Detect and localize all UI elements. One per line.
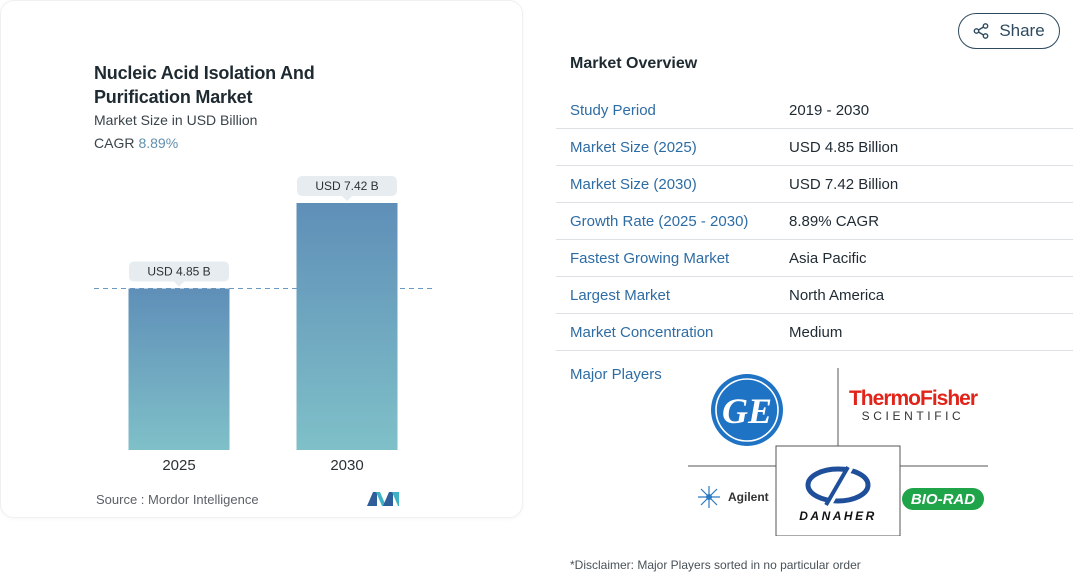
data-label-pointer <box>342 196 352 201</box>
svg-text:DANAHER: DANAHER <box>799 509 877 523</box>
row-label: Fastest Growing Market <box>570 249 730 267</box>
row-label: Growth Rate (2025 - 2030) <box>570 212 749 230</box>
chart-source: Source : Mordor Intelligence <box>96 492 259 507</box>
x-tick-label: 2025 <box>162 457 195 474</box>
danaher-box <box>775 445 901 536</box>
svg-text:ThermoFisher: ThermoFisher <box>849 387 978 410</box>
row-value: Medium <box>789 323 843 341</box>
chart-subtitle: Market Size in USD Billion <box>94 112 258 128</box>
ge-logo: GE <box>711 374 783 446</box>
svg-text:Agilent: Agilent <box>728 490 769 504</box>
bar-chart: USD 4.85 B 2025 USD 7.42 B 2030 <box>94 176 434 474</box>
row-label: Market Concentration <box>570 323 714 341</box>
row-label: Market Size (2025) <box>570 138 697 156</box>
svg-text:BIO-RAD: BIO-RAD <box>911 491 975 508</box>
cagr-label: CAGR <box>94 135 135 151</box>
row-value: USD 7.42 Billion <box>789 175 899 193</box>
row-label: Largest Market <box>570 286 671 304</box>
bar-2025 <box>128 288 230 450</box>
data-label-pointer <box>174 281 184 287</box>
bar-2030 <box>296 203 398 450</box>
danaher-logo: DANAHER <box>799 465 877 523</box>
row-value: 2019 - 2030 <box>789 101 870 119</box>
share-label: Share <box>999 21 1045 40</box>
cagr-line: CAGR 8.89% <box>94 135 178 151</box>
cagr-value: 8.89% <box>138 135 179 151</box>
agilent-logo: Agilent <box>698 486 769 508</box>
overview-row-study-period: Study Period 2019 - 2030 <box>556 92 1073 129</box>
major-players-label: Major Players <box>570 366 662 383</box>
share-icon <box>973 23 989 39</box>
row-label: Study Period <box>570 101 656 119</box>
row-label: Market Size (2030) <box>570 175 697 193</box>
svg-text:SCIENTIFIC: SCIENTIFIC <box>862 409 965 423</box>
disclaimer: *Disclaimer: Major Players sorted in no … <box>570 558 861 572</box>
overview-row-market-size-2030: Market Size (2030) USD 7.42 Billion <box>556 166 1073 203</box>
data-label-bg <box>129 261 229 282</box>
chart-title: Nucleic Acid Isolation And Purification … <box>94 63 315 107</box>
overview-row-growth-rate: Growth Rate (2025 - 2030) 8.89% CAGR <box>556 203 1073 240</box>
major-players-logos: GE ThermoFisher SCIENTIFIC Agilent DANAH… <box>688 368 988 536</box>
row-value: North America <box>789 286 885 304</box>
bio-rad-logo: BIO-RAD <box>902 488 984 510</box>
row-value: 8.89% CAGR <box>789 212 880 230</box>
chart-card: Nucleic Acid Isolation And Purification … <box>0 0 523 518</box>
overview-row-fastest-growing: Fastest Growing Market Asia Pacific <box>556 240 1073 277</box>
x-tick-label: 2030 <box>330 457 363 474</box>
row-value: Asia Pacific <box>789 249 867 267</box>
overview-row-market-size-2025: Market Size (2025) USD 4.85 Billion <box>556 129 1073 166</box>
overview-row-concentration: Market Concentration Medium <box>556 314 1073 351</box>
share-button[interactable]: Share <box>958 13 1060 49</box>
data-label: USD 7.42 B <box>315 179 378 193</box>
overview-row-largest-market: Largest Market North America <box>556 277 1073 314</box>
overview-title: Market Overview <box>570 55 698 72</box>
svg-text:GE: GE <box>722 391 772 431</box>
thermo-fisher-logo: ThermoFisher SCIENTIFIC <box>849 387 979 423</box>
data-label: USD 4.85 B <box>147 265 210 279</box>
row-value: USD 4.85 Billion <box>789 138 899 156</box>
overview-table: Study Period 2019 - 2030 Market Size (20… <box>556 92 1073 351</box>
data-label-bg <box>297 176 397 196</box>
mordor-intelligence-logo <box>367 492 399 506</box>
